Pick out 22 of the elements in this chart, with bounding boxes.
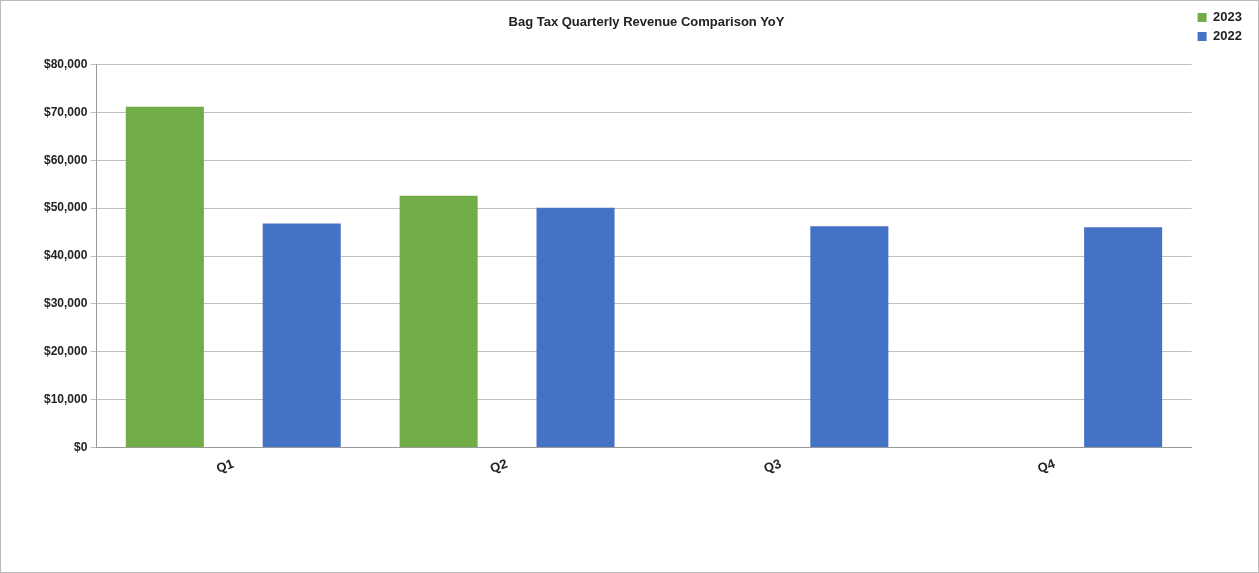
y-tick-label: $80,000 xyxy=(43,56,88,71)
bar xyxy=(1084,227,1163,447)
bar xyxy=(810,226,889,447)
bar xyxy=(262,223,341,447)
legend-label: 2023 xyxy=(1213,9,1242,25)
x-tick-label: Q3 xyxy=(761,455,784,476)
y-tick-label: $60,000 xyxy=(43,152,88,167)
x-tick-label: Q4 xyxy=(1035,455,1058,476)
y-tick-label: $10,000 xyxy=(43,391,88,406)
x-tick-label: Q1 xyxy=(214,455,236,476)
chart-title: Bag Tax Quarterly Revenue Comparison YoY xyxy=(508,14,785,30)
legend-label: 2022 xyxy=(1213,28,1242,44)
bar xyxy=(536,207,615,447)
y-tick-label: $50,000 xyxy=(43,200,88,215)
y-tick-label: $40,000 xyxy=(43,248,88,263)
bar xyxy=(399,195,478,447)
y-tick-label: $0 xyxy=(74,439,88,454)
y-tick-label: $20,000 xyxy=(43,344,88,359)
bar xyxy=(125,106,204,447)
y-tick-label: $70,000 xyxy=(43,104,88,119)
x-tick-label: Q2 xyxy=(487,455,510,476)
y-tick-label: $30,000 xyxy=(43,296,88,311)
